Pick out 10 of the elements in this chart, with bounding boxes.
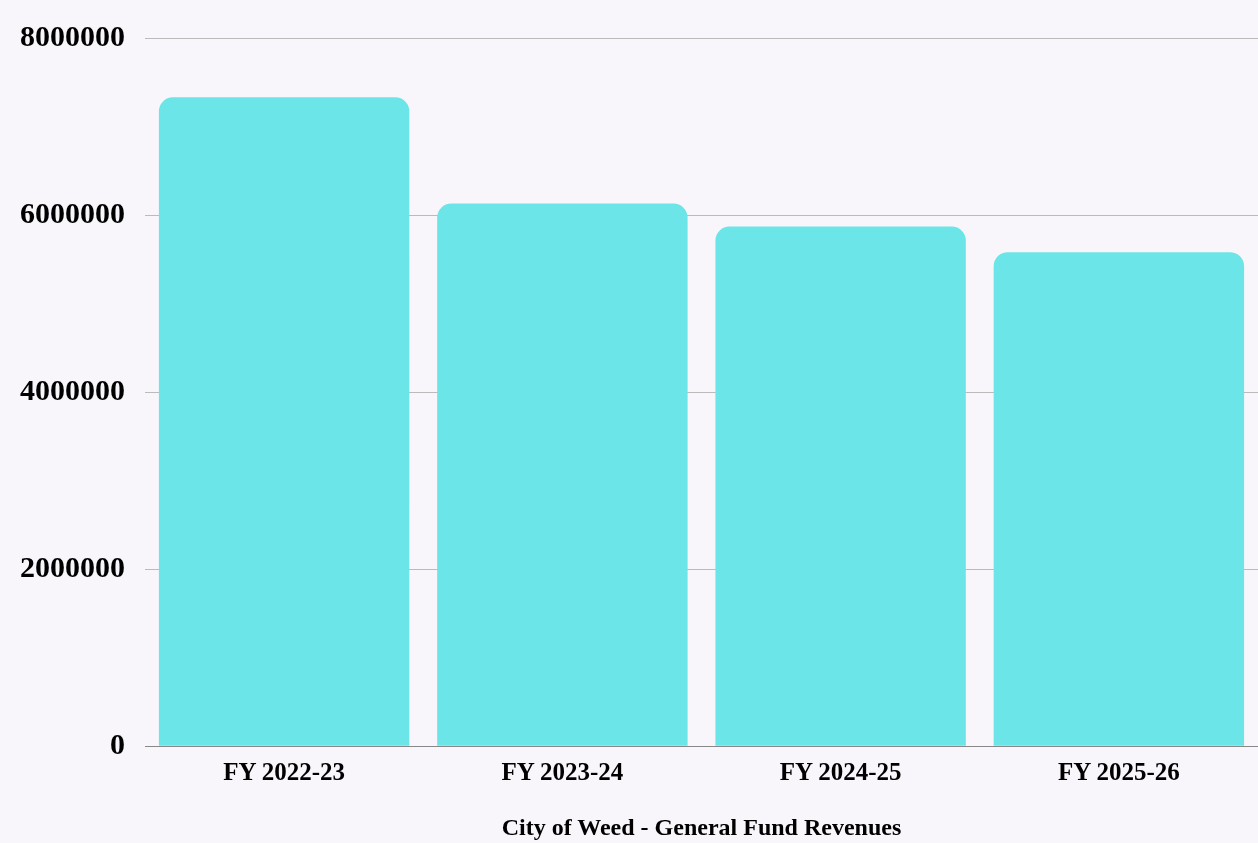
y-tick-label: 8000000 — [20, 18, 125, 52]
y-tick-label: 2000000 — [20, 549, 125, 583]
x-tick-label: FY 2025-26 — [1057, 757, 1180, 785]
y-tick-label: 0 — [110, 726, 125, 760]
x-tick-label: FY 2022-23 — [223, 757, 346, 785]
x-tick-label: FY 2024-25 — [779, 757, 902, 785]
x-tick-label: FY 2023-24 — [501, 757, 624, 785]
x-axis-title: City of Weed - General Fund Revenues — [501, 813, 902, 840]
y-tick-label: 6000000 — [20, 195, 125, 229]
y-tick-label: 4000000 — [20, 372, 125, 406]
